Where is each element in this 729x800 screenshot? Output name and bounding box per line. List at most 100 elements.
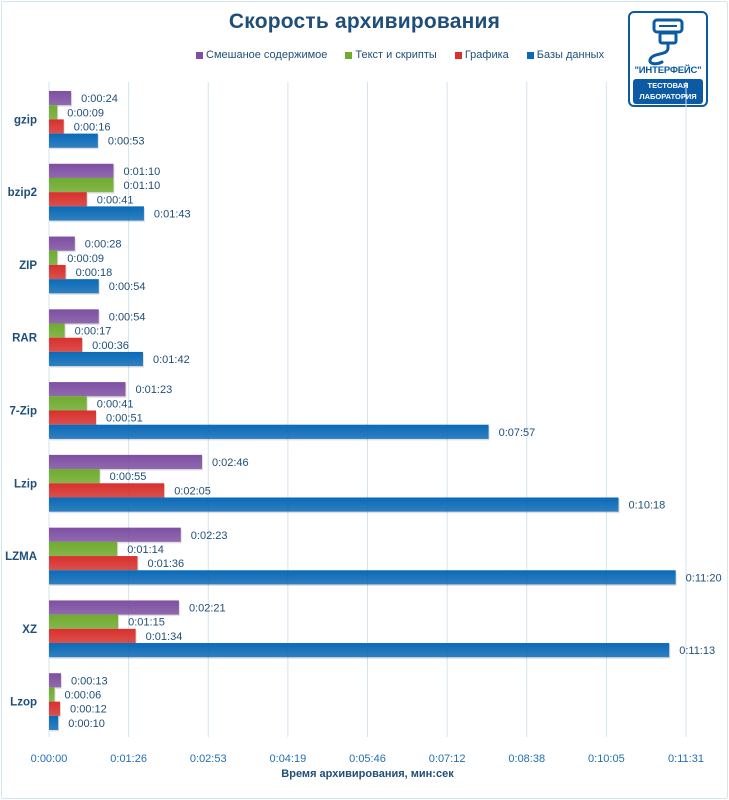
category-label: 7-Zip xyxy=(10,406,37,418)
data-label: 0:00:10 xyxy=(68,718,105,730)
data-label: 0:00:13 xyxy=(71,675,108,687)
data-label: 0:01:10 xyxy=(124,166,161,178)
category-label: LZMA xyxy=(5,551,37,563)
bar xyxy=(49,206,144,221)
category-label: ZIP xyxy=(19,260,37,272)
logo-subtitle-box: ТЕСТОВАЯ ЛАБОРАТОРИЯ xyxy=(633,79,703,104)
x-tick-label: 0:02:53 xyxy=(190,753,227,765)
x-tick-label: 0:00:00 xyxy=(31,753,68,765)
data-label: 0:00:55 xyxy=(110,471,147,483)
bar xyxy=(49,483,165,498)
data-label: 0:01:15 xyxy=(128,617,165,629)
category-label: bzip2 xyxy=(8,187,37,199)
data-label: 0:01:43 xyxy=(154,208,191,220)
lab-logo: "ИНТЕРФЕЙС" ТЕСТОВАЯ ЛАБОРАТОРИЯ xyxy=(628,11,708,107)
legend-swatch-graphics xyxy=(454,51,462,59)
bar xyxy=(49,454,202,470)
data-label: 0:00:54 xyxy=(109,311,146,323)
chart-title: Скорость архивирования xyxy=(228,10,501,33)
x-tick-label: 0:11:31 xyxy=(668,753,704,765)
connector-cable-icon xyxy=(648,18,684,66)
data-label: 0:11:20 xyxy=(686,572,722,584)
logo-name: "ИНТЕРФЕЙС" xyxy=(634,65,702,76)
bar xyxy=(49,715,59,731)
data-label: 0:00:12 xyxy=(70,704,107,716)
legend: Смешаное содержимое Текст и скрипты Граф… xyxy=(196,49,604,61)
bar xyxy=(49,614,119,629)
data-label: 0:10:18 xyxy=(629,500,666,512)
legend-item-graphics[interactable]: Графика xyxy=(454,49,509,61)
bar xyxy=(49,133,98,148)
bar xyxy=(49,556,138,571)
data-label: 0:00:17 xyxy=(75,326,112,338)
data-label: 0:00:09 xyxy=(67,253,104,265)
data-label: 0:01:42 xyxy=(153,354,190,366)
category-label: gzip xyxy=(14,114,37,126)
bar xyxy=(49,105,58,120)
data-label: 0:01:34 xyxy=(146,631,183,643)
bar xyxy=(49,163,114,178)
bar xyxy=(49,687,55,702)
bar xyxy=(49,424,489,439)
data-label: 0:00:41 xyxy=(97,194,134,206)
x-tick-label: 0:10:05 xyxy=(588,753,625,765)
bar xyxy=(49,643,670,658)
data-label: 0:02:05 xyxy=(174,485,211,497)
bar xyxy=(49,323,65,338)
data-label: 0:00:53 xyxy=(108,136,145,148)
bar xyxy=(49,90,72,106)
data-label: 0:01:36 xyxy=(147,558,184,570)
legend-item-databases[interactable]: Базы данных xyxy=(526,49,604,61)
data-label: 0:02:23 xyxy=(191,530,228,542)
x-tick-label: 0:01:26 xyxy=(110,753,147,765)
data-label: 0:00:51 xyxy=(106,413,143,425)
legend-swatch-mixed xyxy=(196,51,203,59)
legend-label-text: Текст и скрипты xyxy=(355,49,437,61)
bar xyxy=(49,119,64,134)
bar xyxy=(49,192,87,207)
legend-item-mixed[interactable]: Смешаное содержимое xyxy=(196,49,327,61)
data-label: 0:11:13 xyxy=(679,645,715,657)
x-axis-title: Время архивирования, мин:сек xyxy=(281,768,454,780)
x-tick-label: 0:08:38 xyxy=(508,753,545,765)
bar xyxy=(49,673,61,688)
x-tick-label: 0:04:19 xyxy=(270,753,307,765)
data-label: 0:00:24 xyxy=(81,93,118,105)
bar xyxy=(49,570,676,585)
x-tick-label: 0:05:46 xyxy=(349,753,386,765)
category-label: Lzip xyxy=(14,478,37,490)
data-label: 0:00:09 xyxy=(67,107,104,119)
bar xyxy=(49,382,126,397)
bar xyxy=(49,250,58,265)
category-label: RAR xyxy=(12,333,38,345)
bar xyxy=(49,351,144,367)
legend-label-graphics: Графика xyxy=(464,49,509,61)
data-label: 0:02:46 xyxy=(212,457,249,469)
data-label: 0:01:10 xyxy=(124,180,161,192)
data-label: 0:00:18 xyxy=(76,267,113,279)
data-label: 0:02:21 xyxy=(189,603,226,615)
bar xyxy=(49,309,99,324)
legend-swatch-text xyxy=(345,51,353,59)
legend-item-text[interactable]: Текст и скрипты xyxy=(345,49,437,61)
bar xyxy=(49,541,118,557)
data-label: 0:00:36 xyxy=(92,340,129,352)
bar xyxy=(49,410,97,425)
bar xyxy=(49,701,61,716)
data-label: 0:00:54 xyxy=(109,281,146,293)
data-label: 0:00:16 xyxy=(74,121,111,133)
data-label: 0:01:14 xyxy=(127,544,164,556)
legend-label-mixed: Смешаное содержимое xyxy=(206,49,328,61)
category-label: XZ xyxy=(22,624,37,636)
data-label: 0:01:23 xyxy=(135,384,172,396)
category-label: Lzop xyxy=(10,697,37,709)
bar xyxy=(49,527,181,542)
bar xyxy=(49,177,114,193)
bar xyxy=(49,600,179,615)
bar xyxy=(49,628,136,644)
bar xyxy=(49,279,99,294)
x-tick-label: 0:07:12 xyxy=(429,753,466,765)
bar xyxy=(49,469,100,484)
bar xyxy=(49,337,83,352)
